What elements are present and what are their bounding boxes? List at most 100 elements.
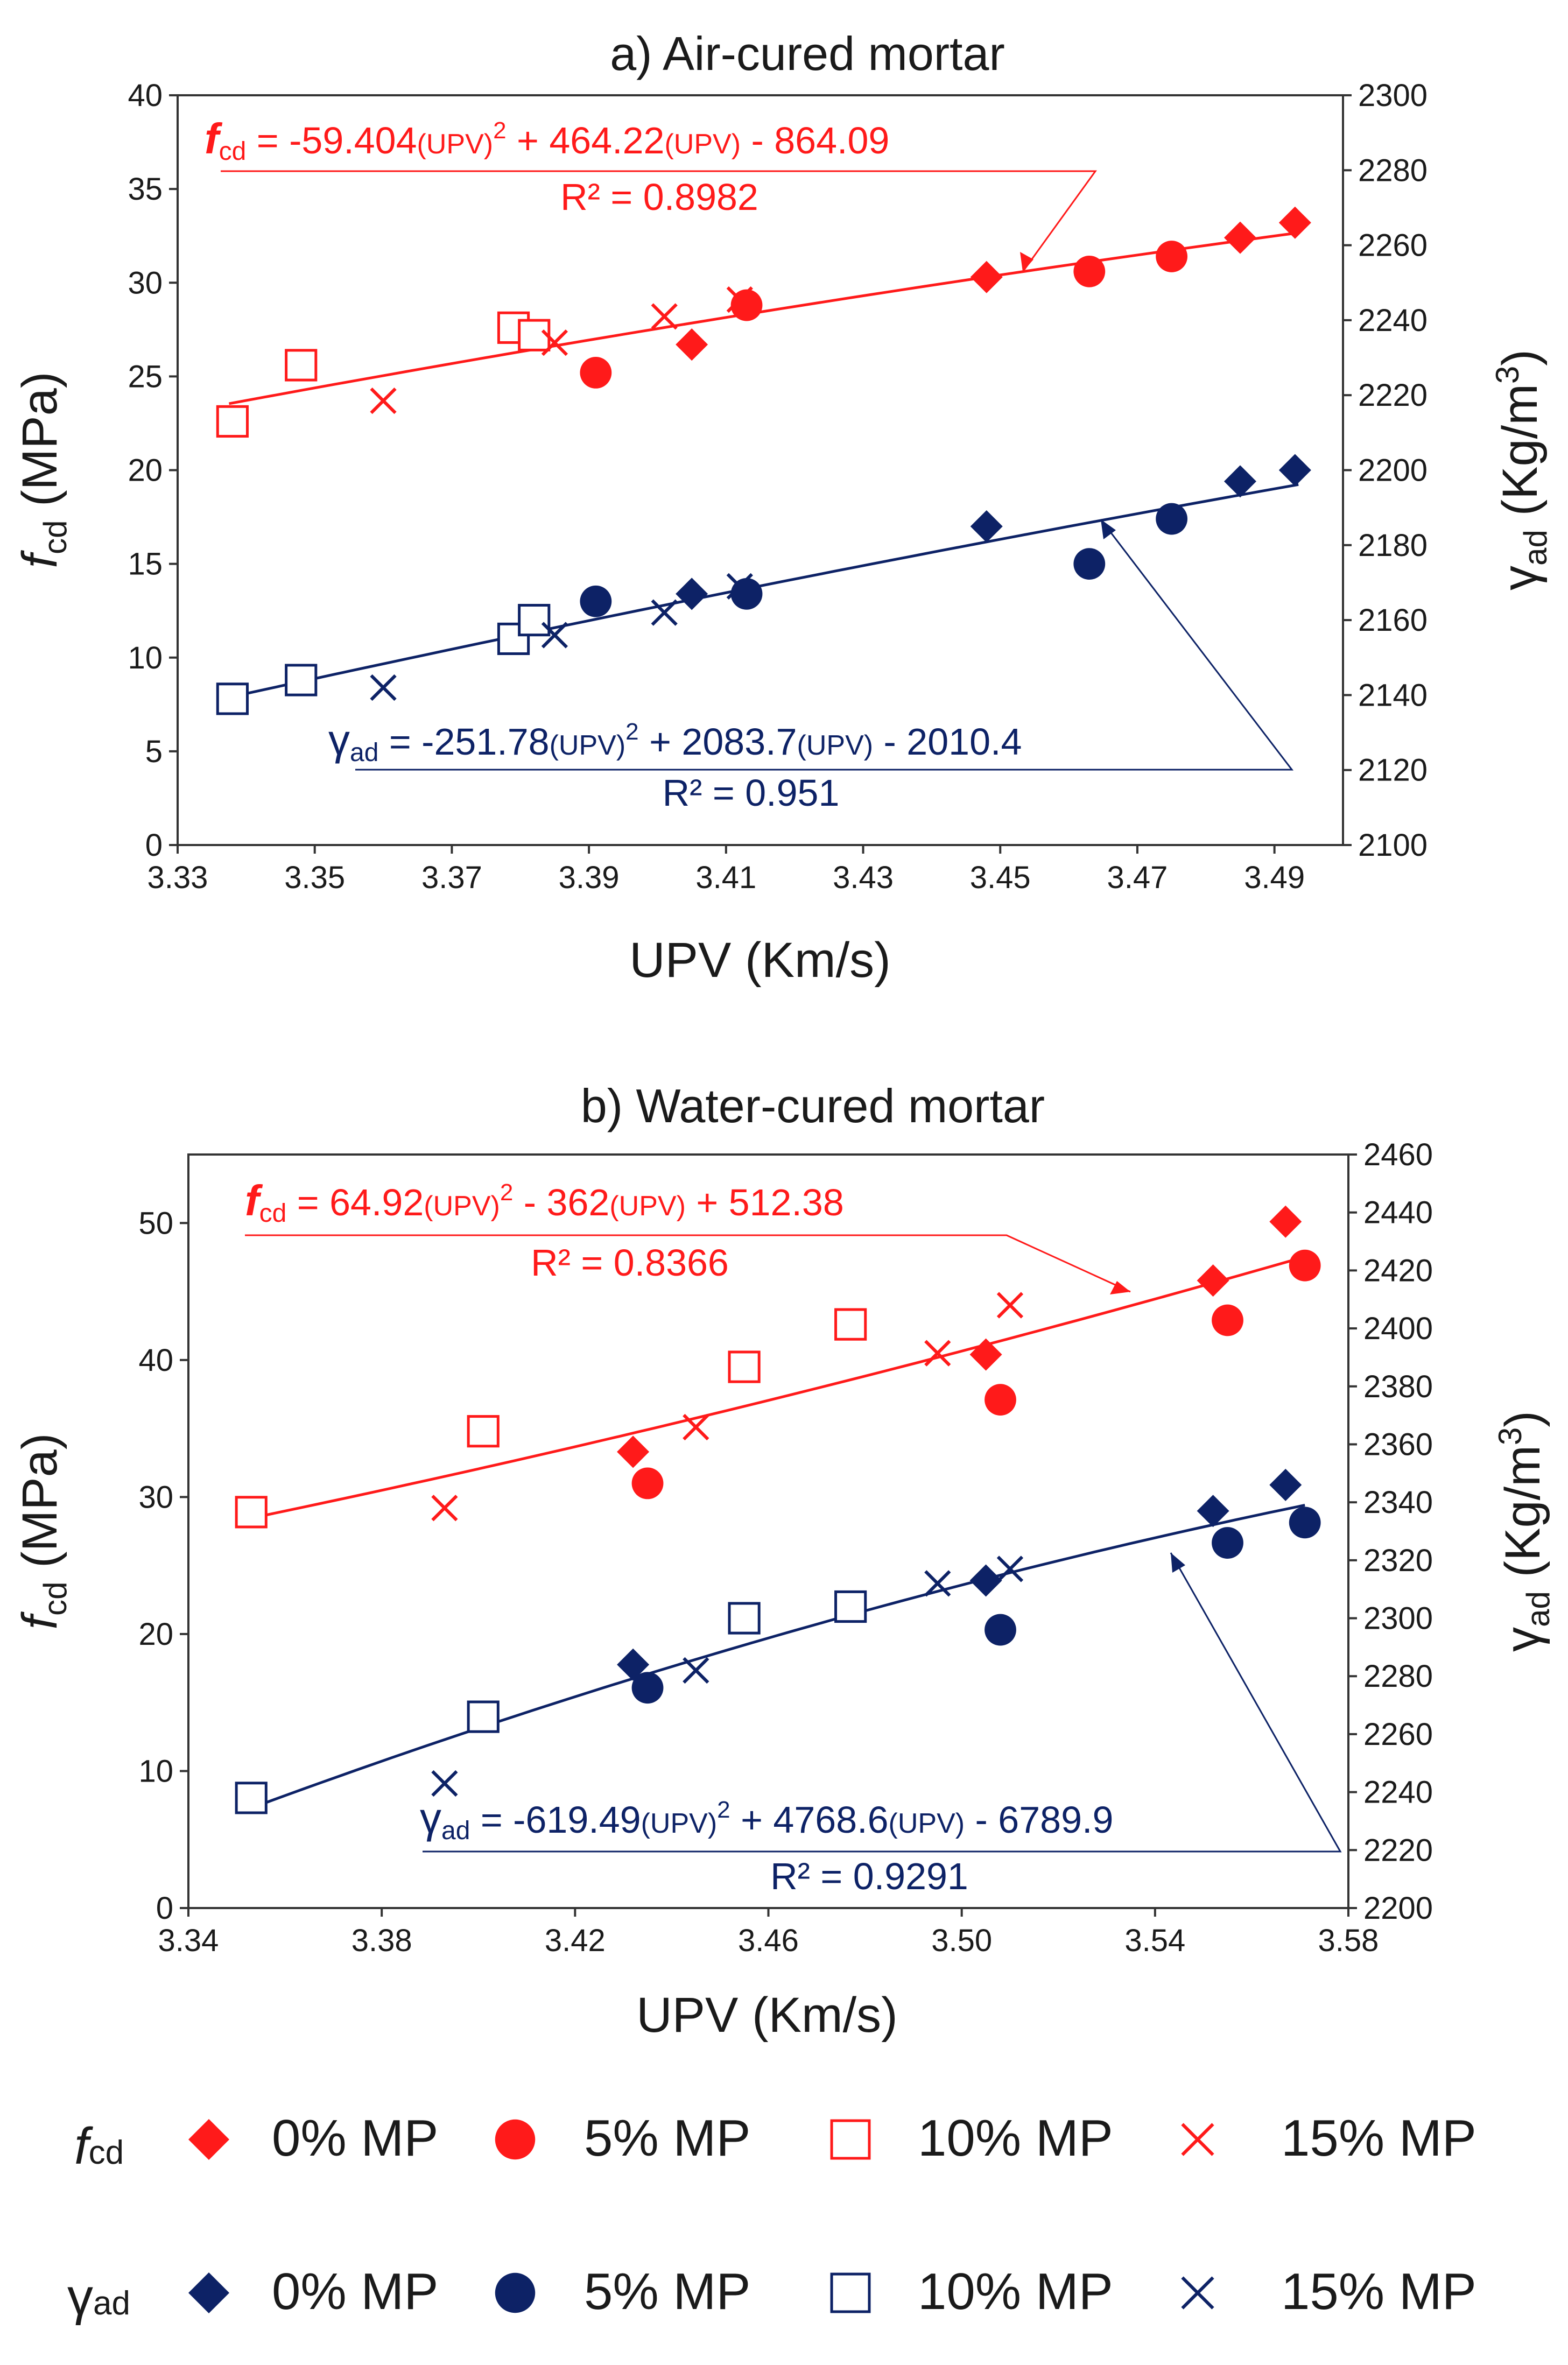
y2-tick-label: 2220 bbox=[1358, 378, 1428, 413]
gad-x-point bbox=[370, 674, 397, 701]
gad-r2: R² = 0.951 bbox=[663, 772, 840, 814]
y2-axis-label-sub: ad bbox=[1517, 530, 1553, 566]
y2-axis-label-close: ) bbox=[1495, 1411, 1550, 1427]
trend-lines bbox=[250, 1255, 1305, 1810]
y-axis-label-sub: cd bbox=[37, 1582, 73, 1616]
y2-axis-label-gamma: γ bbox=[1495, 1627, 1550, 1652]
gad-square-point bbox=[235, 1782, 268, 1814]
chart-air-cured: a) Air-cured mortar 3.33 3.35 3.37 3.39 3.41… bbox=[12, 27, 1553, 988]
legend-fcd-item-label: 0% MP bbox=[272, 2109, 438, 2167]
legend-fcd-item-label: 5% MP bbox=[584, 2109, 750, 2167]
gad-x-point bbox=[924, 1570, 951, 1597]
fcd-callout-line bbox=[221, 170, 1097, 272]
y-tick-label: 15 bbox=[128, 547, 163, 582]
y2-tick-label: 2380 bbox=[1363, 1369, 1433, 1404]
gad-circle-point bbox=[985, 1614, 1016, 1646]
eq-sub: cd bbox=[219, 137, 247, 166]
eq-upv1: (UPV) bbox=[417, 129, 494, 160]
gad-equation: γad = -251.78(UPV)2 + 2083.7(UPV) - 2010… bbox=[328, 716, 1022, 767]
fcd-square-point bbox=[235, 1496, 268, 1529]
fcd-diamond-point bbox=[970, 261, 1003, 293]
fcd-diamond-point bbox=[1224, 221, 1256, 254]
fcd-square-point bbox=[518, 319, 551, 351]
x-tick-label: 3.47 bbox=[1107, 860, 1168, 895]
fcd-square-point bbox=[285, 349, 318, 382]
y-tick-label: 20 bbox=[128, 453, 163, 488]
fcd-x-point bbox=[726, 286, 753, 313]
gad-diamond-point bbox=[1278, 454, 1311, 487]
eq-upv2: (UPV) bbox=[609, 1191, 686, 1222]
plot-frame bbox=[187, 1153, 1349, 1909]
fcd-circle-point bbox=[1073, 255, 1106, 287]
y2-axis-label-sub: ad bbox=[1520, 1591, 1556, 1627]
gad-x-point bbox=[726, 573, 753, 600]
x-tick-label: 3.35 bbox=[284, 860, 345, 895]
gad-x-point bbox=[996, 1555, 1024, 1582]
fcd-callout-arrow bbox=[1110, 1281, 1130, 1294]
y-tick-label: 30 bbox=[128, 265, 163, 300]
legend-fcd-item-label: 15% MP bbox=[1281, 2109, 1476, 2167]
gad-callout-line bbox=[423, 1552, 1342, 1853]
y-axis-ticks: 0 5 10 15 20 25 30 35 40 bbox=[128, 78, 178, 863]
legend: fcd γad 0% MP 5% MP 10% MP 15% MP 0% MP 5% M… bbox=[67, 2109, 1476, 2326]
y2-tick-label: 2320 bbox=[1363, 1543, 1433, 1578]
fcd-x-point bbox=[370, 388, 397, 414]
data-points bbox=[235, 1205, 1321, 1814]
y-tick-label: 25 bbox=[128, 359, 163, 394]
eq-part2: - 362 bbox=[513, 1181, 609, 1223]
y-axis-label-unit: (MPa) bbox=[12, 372, 67, 520]
fcd-x-point bbox=[683, 1413, 709, 1441]
x-tick-label: 3.43 bbox=[833, 860, 894, 895]
y2-tick-label: 2280 bbox=[1363, 1659, 1433, 1694]
eq-part1: = -59.404 bbox=[246, 119, 417, 161]
eq-upv1: (UPV) bbox=[550, 730, 626, 761]
gad-square-point bbox=[834, 1590, 867, 1623]
y2-axis-label-unit: (Kg/m bbox=[1495, 1445, 1550, 1591]
x-axis-label: UPV (Km/s) bbox=[629, 933, 891, 988]
y2-axis-ticks: 2100 2120 2140 2160 2180 2200 2220 2240 2260 2280… bbox=[1343, 78, 1428, 863]
y-tick-label: 5 bbox=[145, 734, 163, 769]
fcd-diamond-point bbox=[1278, 206, 1311, 239]
trend-lines bbox=[228, 231, 1299, 699]
fcd-equation: fcd = -59.404(UPV)2 + 464.22(UPV) - 864.… bbox=[205, 115, 889, 166]
legend-gamma: γ bbox=[67, 2268, 93, 2326]
y-axis-label-unit: (MPa) bbox=[12, 1433, 67, 1582]
gad-equation: γad = -619.49(UPV)2 + 4768.6(UPV) - 6789… bbox=[420, 1794, 1113, 1845]
fcd-trend-line bbox=[251, 1255, 1305, 1519]
legend-fcd-item-label: 10% MP bbox=[918, 2109, 1113, 2167]
eq-part3: - 2010.4 bbox=[873, 721, 1022, 763]
fcd-r2: R² = 0.8982 bbox=[560, 176, 758, 218]
y2-tick-label: 2240 bbox=[1358, 303, 1428, 338]
gad-x-point bbox=[431, 1770, 458, 1797]
gad-trend-line bbox=[228, 483, 1299, 699]
gad-square-point bbox=[728, 1602, 761, 1635]
y-tick-label: 10 bbox=[128, 640, 163, 675]
y2-axis-label-sup: 3 bbox=[1489, 366, 1525, 384]
y-tick-label: 35 bbox=[128, 172, 163, 207]
fcd-square-point bbox=[467, 1415, 500, 1448]
fcd-callout-line bbox=[245, 1234, 1131, 1293]
gad-square-point bbox=[216, 682, 249, 715]
eq-part3: + 512.38 bbox=[686, 1181, 844, 1223]
legend-fcd-square-marker bbox=[830, 2119, 871, 2160]
x-tick-label: 3.54 bbox=[1124, 1923, 1185, 1958]
y2-axis-ticks: 2200 2220 2240 2260 2280 2300 2320 2340 2360 2380… bbox=[1348, 1137, 1433, 1926]
legend-sub: cd bbox=[89, 2134, 124, 2171]
gad-callout-arrow bbox=[1171, 1553, 1185, 1573]
y2-tick-label: 2300 bbox=[1358, 78, 1428, 113]
y-axis-label-sub: cd bbox=[37, 520, 73, 554]
legend-gad-x-marker bbox=[1181, 2276, 1214, 2310]
y2-tick-label: 2160 bbox=[1358, 603, 1428, 638]
gad-circle-point bbox=[1073, 548, 1106, 580]
eq-sub: cd bbox=[259, 1199, 287, 1228]
gad-circle-point bbox=[1289, 1507, 1321, 1539]
gad-x-point bbox=[651, 599, 678, 626]
y-tick-label: 50 bbox=[138, 1206, 173, 1241]
y-axis-label: fcd (MPa) bbox=[12, 372, 73, 568]
fcd-trend-line bbox=[229, 231, 1299, 405]
x-tick-label: 3.58 bbox=[1318, 1923, 1379, 1958]
fcd-circle-point bbox=[580, 357, 612, 389]
y2-axis-label: γad (Kg/m3) bbox=[1492, 1411, 1556, 1652]
eq-sq: 2 bbox=[500, 1179, 513, 1206]
gad-square-point bbox=[285, 664, 318, 696]
